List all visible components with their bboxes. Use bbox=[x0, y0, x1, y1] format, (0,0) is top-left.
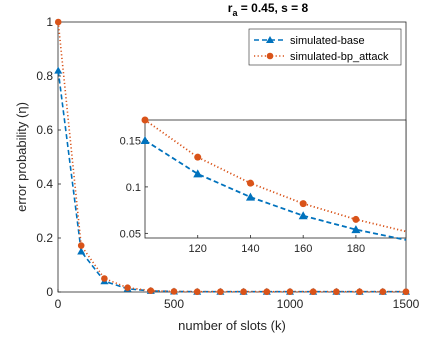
data-point-bp-attack bbox=[263, 288, 271, 296]
data-point-bp-attack bbox=[54, 18, 62, 26]
y-tick-label: 0.4 bbox=[36, 177, 53, 191]
y-tick-label: 1 bbox=[46, 15, 53, 29]
data-point-bp-attack bbox=[147, 287, 155, 294]
data-point-bp-attack bbox=[101, 275, 108, 282]
chart-title-main: r bbox=[228, 1, 233, 15]
data-point-base bbox=[77, 247, 86, 255]
data-point-bp-attack bbox=[379, 288, 387, 296]
main-series bbox=[54, 18, 410, 296]
legend-box bbox=[248, 28, 402, 66]
legend-marker-base bbox=[266, 36, 274, 43]
data-point-bp-attack bbox=[170, 288, 178, 295]
legend-label-bp-attack: simulated-bp_attack bbox=[290, 51, 389, 63]
data-point-bp-attack bbox=[193, 288, 201, 296]
x-tick-label: 1500 bbox=[393, 297, 420, 311]
x-axis-label: number of slots (k) bbox=[178, 318, 286, 333]
x-tick-label: 0 bbox=[55, 297, 62, 311]
inset-ticks: 120 140 160 180 0.05 0.1 0.15 bbox=[120, 135, 366, 255]
y-tick-label: 0.6 bbox=[36, 123, 53, 137]
inset-data-point-base bbox=[351, 225, 361, 234]
inset-x-tick-label: 120 bbox=[189, 243, 207, 255]
data-point-bp-attack bbox=[309, 288, 317, 296]
data-point-bp-attack bbox=[217, 288, 224, 296]
inset-data-point-bp-attack bbox=[246, 179, 254, 187]
data-point-bp-attack bbox=[124, 284, 131, 291]
series-line-0 bbox=[57, 70, 406, 293]
inset-plot-area bbox=[144, 119, 407, 239]
legend-marker-bp-attack bbox=[266, 52, 274, 60]
inset-x-tick-label: 180 bbox=[347, 243, 365, 255]
inset-data-point-base bbox=[245, 192, 255, 201]
main-ticks: 0 500 1000 1500 0 0.2 0.4 0.6 0.8 1 bbox=[36, 15, 419, 311]
inset-series bbox=[140, 116, 407, 241]
inset-data-point-bp-attack bbox=[141, 116, 149, 124]
y-tick-label: 0 bbox=[46, 285, 53, 299]
inset-y-tick-label: 0.05 bbox=[120, 228, 141, 240]
y-axis-label: error probability (η) bbox=[14, 102, 29, 212]
data-point-bp-attack bbox=[356, 288, 363, 296]
legend: simulated-base simulated-bp_attack bbox=[248, 28, 402, 66]
x-tick-label: 500 bbox=[164, 297, 184, 311]
data-point-bp-attack bbox=[333, 288, 340, 296]
inset-data-point-base bbox=[140, 135, 150, 144]
inset-data-point-base bbox=[193, 169, 203, 178]
data-point-bp-attack bbox=[402, 288, 410, 296]
inset-data-point-bp-attack bbox=[352, 215, 360, 223]
data-point-bp-attack bbox=[286, 288, 294, 296]
legend-label-base: simulated-base bbox=[290, 35, 365, 47]
chart-title-rest: = 0.45, s = 8 bbox=[237, 1, 308, 15]
inset-data-point-base bbox=[298, 211, 308, 220]
inset-y-tick-label: 0.15 bbox=[120, 135, 141, 147]
chart-title-sub: a bbox=[232, 8, 238, 18]
y-tick-label: 0.8 bbox=[36, 69, 53, 83]
data-point-bp-attack bbox=[77, 242, 85, 249]
inset-data-point-bp-attack bbox=[194, 153, 202, 161]
x-tick-label: 1000 bbox=[277, 297, 304, 311]
inset-y-tick-label: 0.1 bbox=[126, 182, 141, 194]
data-point-bp-attack bbox=[240, 288, 247, 296]
inset-series-line-0 bbox=[144, 139, 407, 241]
data-point-base bbox=[54, 66, 63, 74]
inset-x-tick-label: 160 bbox=[294, 243, 312, 255]
y-tick-label: 0.2 bbox=[36, 231, 53, 245]
chart-title: ra = 0.45, s = 8 bbox=[228, 1, 309, 18]
series-line-1 bbox=[57, 21, 406, 293]
inset-data-point-bp-attack bbox=[299, 200, 307, 208]
inset-x-tick-label: 140 bbox=[241, 243, 259, 255]
inset-series-line-1 bbox=[144, 119, 407, 233]
